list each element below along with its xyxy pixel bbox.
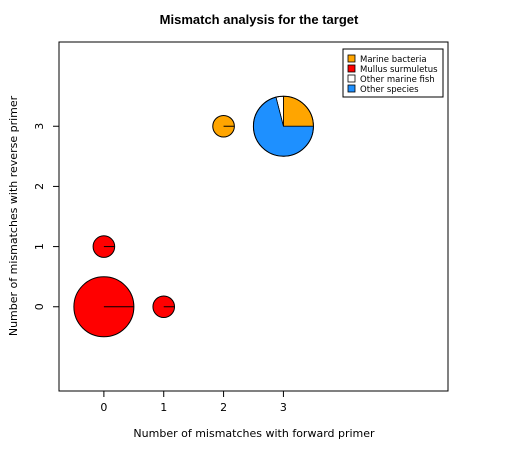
legend-label: Mullus surmuletus [360,65,438,75]
y-tick-label: 3 [33,123,46,130]
legend-box [342,48,444,98]
pie-markers [73,95,314,338]
pie-marker [73,276,135,338]
y-axis: 0 1 2 3 [33,123,60,310]
y-axis-label: Number of mismatches with reverse primer [7,95,20,336]
chart-title: Mismatch analysis for the target [160,12,359,27]
y-tick-label: 2 [33,183,46,190]
x-tick-label: 1 [160,401,167,414]
pie-marker [212,114,235,138]
legend-swatch [347,54,356,63]
x-axis-label: Number of mismatches with forward primer [133,427,375,440]
legend-item: Other marine fish [347,74,435,85]
pie-marker [252,95,314,157]
legend-item: Mullus surmuletus [347,64,438,75]
legend-swatch [347,74,356,83]
legend-label: Other marine fish [360,75,435,85]
x-axis: 0 1 2 3 [100,390,287,414]
pie-outline [252,95,314,157]
legend-label: Marine bacteria [360,55,427,65]
x-tick-label: 3 [280,401,287,414]
legend-item: Other species [347,84,419,95]
pie-outline [152,295,176,319]
y-tick-label: 0 [33,303,46,310]
legend-label: Other species [360,85,419,95]
x-tick-label: 0 [100,401,107,414]
legend-swatch [347,64,356,73]
legend-item: Marine bacteria [347,54,427,65]
x-tick-label: 2 [220,401,227,414]
pie-marker [152,295,176,319]
pie-marker [92,235,116,258]
y-tick-label: 1 [33,243,46,250]
legend-swatch [347,84,356,93]
